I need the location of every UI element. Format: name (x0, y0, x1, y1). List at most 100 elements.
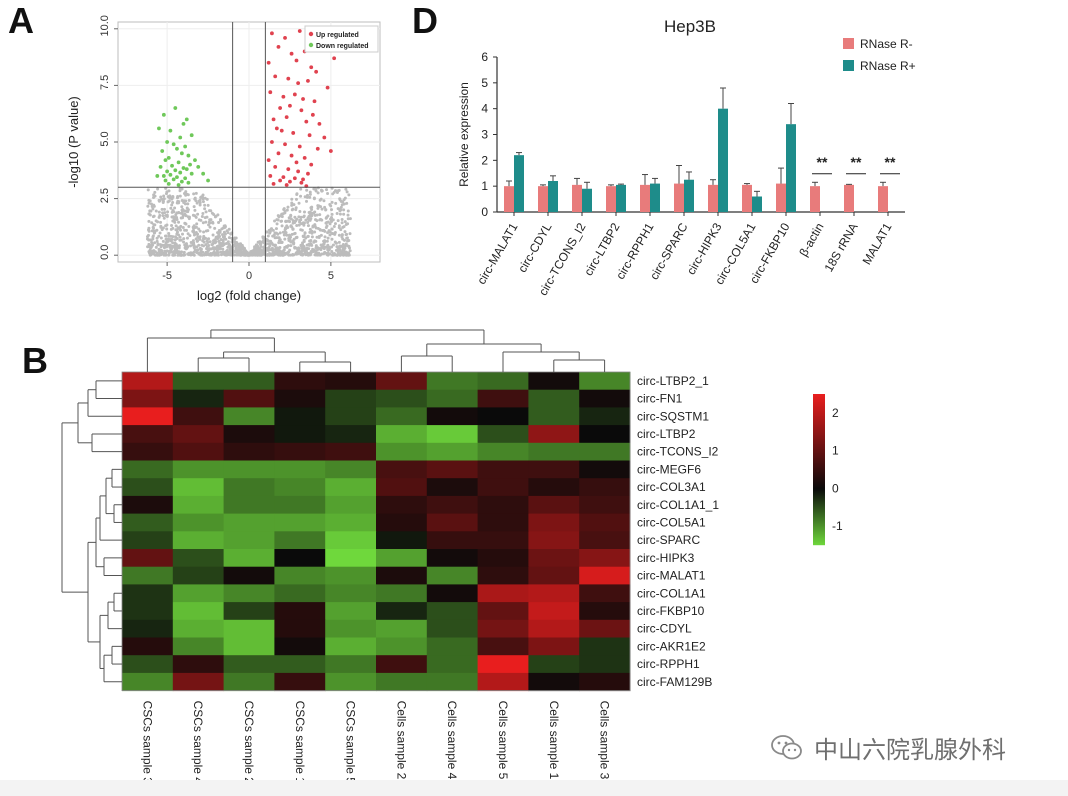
heatmap-cell (223, 637, 275, 656)
bar-rnase-minus (810, 186, 820, 212)
ns-point (297, 201, 301, 205)
color-key-segment (813, 456, 825, 458)
heatmap-cell (122, 478, 174, 497)
color-key-segment (813, 538, 825, 540)
ns-point (152, 203, 156, 207)
heatmap-cell (223, 389, 275, 408)
ns-point (316, 191, 320, 195)
ns-point (277, 253, 281, 257)
color-key-segment (813, 524, 825, 526)
ns-point (308, 227, 312, 231)
ns-point (183, 228, 187, 232)
color-key-segment (813, 430, 825, 432)
color-key-segment (813, 491, 825, 493)
bar-rnase-minus (708, 184, 718, 212)
down-point (166, 155, 171, 160)
bottom-strip (0, 780, 1068, 796)
heatmap-cell (172, 672, 225, 692)
ns-point (297, 215, 301, 219)
ns-point (312, 211, 316, 215)
ns-point (332, 232, 336, 236)
ns-point (318, 228, 322, 232)
color-key-segment (813, 489, 825, 491)
heatmap-cell (579, 619, 631, 638)
ns-point (330, 250, 334, 254)
ns-point (161, 243, 165, 247)
ns-point (191, 239, 195, 243)
ns-point (295, 252, 299, 256)
heatmap-cell (528, 389, 580, 408)
color-key-segment (813, 537, 825, 539)
column-label: CSCs sample 3 (140, 701, 154, 785)
ns-point (336, 251, 340, 255)
heatmap-cell (477, 460, 529, 479)
legend-label: Up regulated (316, 32, 359, 39)
ns-point (197, 218, 201, 222)
ns-point (308, 190, 312, 194)
ns-point (161, 214, 165, 218)
ns-point (323, 229, 327, 233)
ns-point (306, 224, 310, 228)
up-point (292, 176, 297, 181)
up-point (301, 177, 305, 182)
heatmap-cell (274, 389, 326, 408)
ns-point (161, 201, 165, 205)
ns-point (155, 228, 159, 232)
heatmap-cell (122, 372, 174, 391)
heatmap-cell (579, 655, 631, 674)
color-key-segment (813, 514, 825, 516)
color-key-segment (813, 445, 825, 447)
color-key-segment (813, 520, 825, 522)
ns-point (170, 195, 174, 199)
ns-point (325, 239, 329, 243)
heatmap-cell (426, 460, 479, 479)
heatmap-cell (426, 602, 479, 621)
ns-point (179, 228, 183, 232)
ns-point (329, 204, 333, 208)
heatmap-cell (172, 549, 225, 568)
ns-point (285, 219, 289, 223)
ns-point (146, 233, 150, 237)
ns-point (159, 236, 163, 240)
column-label: Cells sample 2 (394, 701, 408, 780)
heatmap-cell (376, 407, 428, 426)
bar-rnase-minus (640, 184, 650, 212)
heatmap-cell (223, 425, 275, 444)
ns-point (326, 248, 330, 252)
ns-point (268, 230, 272, 234)
ns-point (174, 242, 178, 246)
ns-point (193, 197, 197, 201)
y-tick-label: 3 (481, 128, 488, 142)
column-label: CSCs sample 2 (242, 701, 256, 785)
ns-point (164, 192, 168, 196)
down-point (206, 178, 210, 183)
heatmap-cell (528, 549, 580, 568)
ns-point (203, 207, 207, 211)
ns-point (221, 244, 225, 248)
heatmap-cell (426, 513, 479, 532)
color-key-segment (813, 435, 825, 437)
ns-point (326, 236, 330, 240)
ns-point (217, 221, 221, 225)
color-key-segment (813, 503, 825, 505)
color-key-segment (813, 543, 825, 545)
heatmap-cell (325, 425, 377, 444)
ns-point (225, 248, 229, 252)
heatmap-cell (223, 549, 275, 568)
color-key-segment (813, 533, 825, 535)
down-point (155, 174, 160, 178)
ns-point (148, 209, 152, 213)
ns-point (222, 230, 226, 234)
ns-point (310, 235, 314, 239)
ns-point (216, 213, 220, 217)
color-key-segment (813, 440, 825, 442)
down-point (183, 144, 188, 149)
up-point (297, 29, 302, 33)
ns-point (173, 235, 177, 239)
ns-point (279, 219, 283, 223)
down-point (166, 181, 171, 186)
ns-point (273, 219, 277, 223)
ns-point (162, 194, 166, 198)
ns-point (198, 237, 202, 241)
heatmap-cell (223, 513, 275, 532)
